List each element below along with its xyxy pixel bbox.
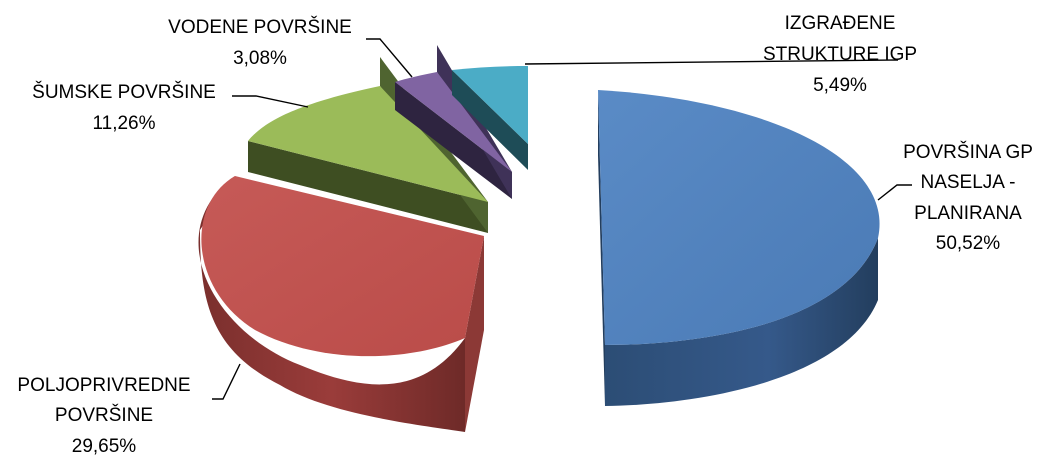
slice-vodene-top bbox=[395, 72, 512, 172]
label-izgradjene: IZGRAĐENE STRUKTURE IGP 5,49% bbox=[763, 13, 917, 96]
label-sumske-line-1: ŠUMSKE POVRŠINE bbox=[32, 81, 216, 103]
slice-poljoprivredne bbox=[198, 176, 484, 432]
leader-line-izgradjene bbox=[524, 59, 899, 65]
leader-line-sumske bbox=[232, 95, 309, 108]
label-poljoprivredne-line-1: POLJOPRIVREDNE bbox=[17, 375, 190, 396]
label-izgradjene-line-2: STRUKTURE IGP bbox=[763, 44, 917, 65]
label-vodene-line-1: VODENE POVRŠINE bbox=[168, 16, 352, 38]
label-sumske-value: 11,26% bbox=[92, 113, 155, 134]
slice-povrsina-gp-side bbox=[605, 238, 878, 406]
label-poljoprivredne: POLJOPRIVREDNE POVRŠINE 29,65% bbox=[17, 375, 190, 457]
slice-povrsina-gp bbox=[598, 90, 880, 406]
label-povrsina-gp-line-3: PLANIRANA bbox=[914, 203, 1022, 224]
slice-sumske-top bbox=[248, 86, 488, 202]
label-poljoprivredne-value: 29,65% bbox=[72, 436, 137, 457]
leader-line-poljoprivredne bbox=[212, 363, 241, 400]
label-povrsina-gp-line-2: NASELJA - bbox=[920, 172, 1015, 193]
slice-povrsina-gp-top bbox=[598, 90, 880, 345]
label-vodene: VODENE POVRŠINE 3,08% bbox=[168, 16, 352, 69]
slice-izgradjene-top bbox=[452, 66, 528, 144]
slice-izgradjene bbox=[452, 66, 528, 170]
slice-poljoprivredne-top bbox=[201, 176, 484, 357]
label-izgradjene-value: 5,49% bbox=[813, 75, 867, 96]
leader-lines bbox=[212, 38, 912, 400]
label-povrsina-gp-line-1: POVRŠINA GP bbox=[903, 141, 1033, 163]
label-povrsina-gp: POVRŠINA GP NASELJA - PLANIRANA 50,52% bbox=[903, 141, 1033, 254]
label-poljoprivredne-line-2: POVRŠINE bbox=[55, 404, 153, 426]
leader-line-vodene bbox=[366, 38, 413, 78]
slice-poljoprivredne-side bbox=[198, 176, 466, 432]
label-povrsina-gp-value: 50,52% bbox=[936, 233, 1001, 254]
label-izgradjene-line-1: IZGRAĐENE bbox=[785, 13, 896, 34]
leader-line-povrsina-gp bbox=[877, 184, 912, 201]
label-vodene-value: 3,08% bbox=[233, 48, 287, 69]
label-sumske: ŠUMSKE POVRŠINE 11,26% bbox=[32, 81, 216, 134]
